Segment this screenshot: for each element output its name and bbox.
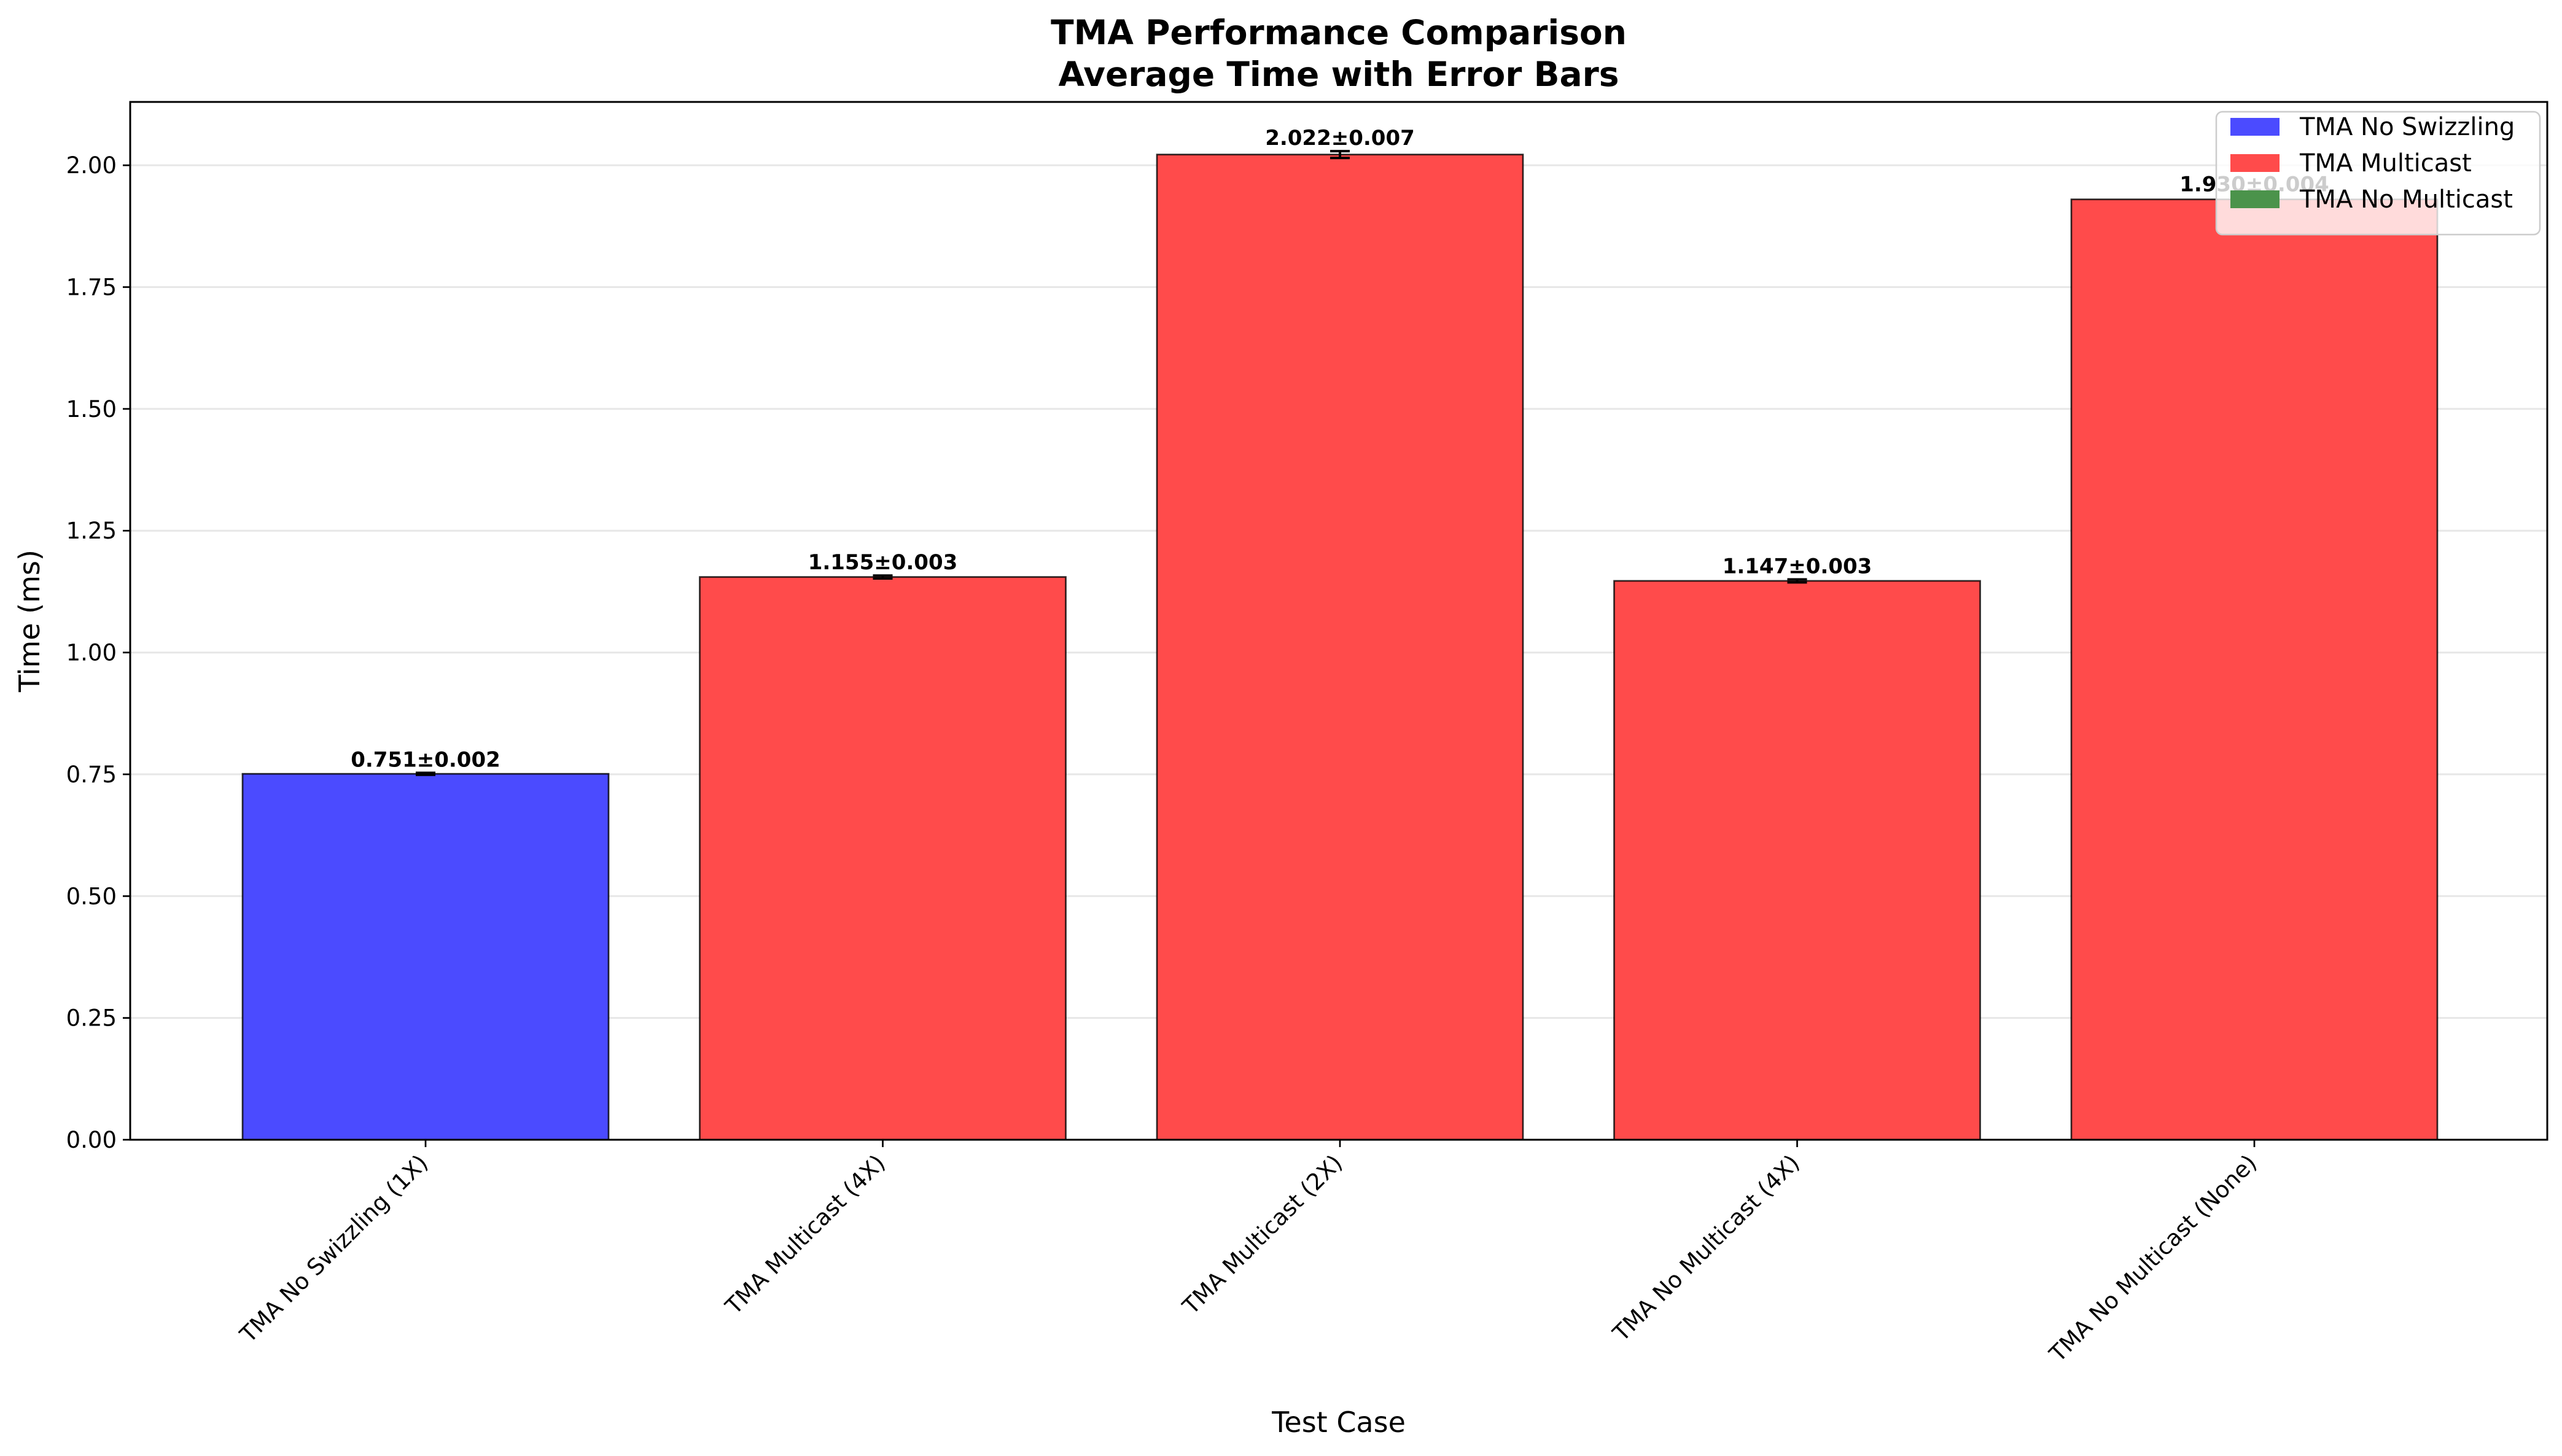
x-tick-label: TMA No Swizzling (1X) — [235, 1150, 434, 1349]
x-tick-label: TMA Multicast (4X) — [720, 1150, 890, 1320]
bar-value-label: 1.155±0.003 — [808, 550, 958, 575]
chart-subtitle: Average Time with Error Bars — [1059, 55, 1619, 94]
y-tick-label: 1.25 — [66, 518, 117, 544]
bar[interactable] — [241, 773, 610, 1141]
chart-title: TMA Performance Comparison — [1051, 13, 1627, 52]
legend-label: TMA No Multicast — [2299, 185, 2513, 214]
bar[interactable] — [699, 576, 1067, 1141]
y-axis-ticks: 0.00 0.25 0.50 0.75 1.00 1.25 1.50 1.75 2.00 — [66, 152, 130, 1153]
plot-frame — [129, 101, 2548, 1141]
legend-label: TMA No Swizzling — [2299, 113, 2515, 141]
y-tick-label: 1.50 — [66, 396, 117, 422]
legend-swatch — [2230, 154, 2280, 172]
bars — [241, 154, 2439, 1141]
y-tick-label: 1.75 — [66, 274, 117, 301]
y-tick-label: 0.25 — [66, 1005, 117, 1032]
x-axis-ticks: TMA No Swizzling (1X) TMA Multicast (4X) T… — [235, 1140, 2262, 1368]
x-tick-label: TMA Multicast (2X) — [1177, 1150, 1347, 1320]
x-tick-label: TMA No Multicast (None) — [2044, 1150, 2262, 1368]
y-tick-label: 0.75 — [66, 761, 117, 788]
x-axis-title: Test Case — [1271, 1406, 1406, 1439]
bar[interactable] — [1613, 580, 1981, 1141]
y-tick-label: 2.00 — [66, 152, 117, 179]
bar-value-label: 1.147±0.003 — [1723, 555, 1872, 579]
bar[interactable] — [1156, 154, 1524, 1141]
legend-label: TMA Multicast — [2299, 149, 2472, 177]
legend-swatch — [2230, 118, 2280, 136]
x-tick-label: TMA No Multicast (4X) — [1608, 1150, 1805, 1347]
legend-box — [2215, 111, 2541, 236]
y-tick-label: 0.50 — [66, 883, 117, 909]
bar-value-label: 2.022±0.007 — [1265, 126, 1415, 150]
y-axis-title: Time (ms) — [13, 550, 46, 693]
bar-value-label: 0.751±0.002 — [351, 748, 500, 773]
legend-swatch — [2230, 190, 2280, 208]
y-tick-label: 0.00 — [66, 1127, 117, 1153]
bar[interactable] — [2070, 198, 2439, 1141]
legend[interactable]: TMA No Swizzling TMA Multicast TMA No Mult… — [2215, 111, 2541, 236]
y-tick-label: 1.00 — [66, 640, 117, 666]
